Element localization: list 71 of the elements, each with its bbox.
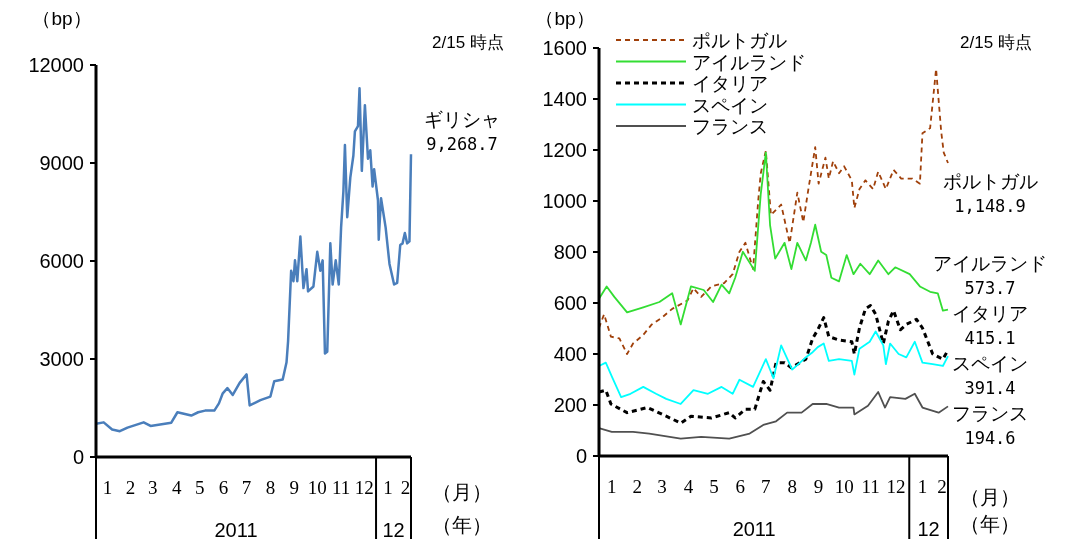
data-label: 1,148.9 — [954, 196, 1026, 217]
text: （月） — [432, 481, 492, 503]
series-label: ギリシャ — [424, 109, 500, 131]
x-tick-label: 12 — [886, 476, 906, 497]
data-label: 573.7 — [964, 277, 1016, 298]
x-tick-label: 6 — [735, 476, 746, 497]
x-tick-label: 4 — [171, 477, 182, 498]
legend-label: ポルトガル — [692, 30, 787, 51]
x-tick-label: 2 — [937, 476, 947, 497]
text: 2011 — [732, 518, 776, 539]
data-label: 9,268.7 — [426, 134, 498, 155]
y-tick-label: 200 — [553, 394, 587, 416]
text: ポルトガル — [942, 171, 1038, 193]
x-tick-label: 7 — [761, 476, 771, 497]
y-tick-label: 400 — [553, 343, 587, 365]
x-tick-label: 5 — [194, 477, 205, 498]
text: アイルランド — [933, 252, 1047, 274]
legend-label: イタリア — [692, 73, 768, 94]
data-label: 391.4 — [964, 377, 1016, 398]
y-tick-label: 800 — [553, 241, 587, 263]
x-tick-label: 9 — [289, 477, 299, 498]
x-tick-label: 8 — [787, 476, 797, 497]
y-axis-title: （bp） — [535, 8, 595, 29]
y-tick-label: 1400 — [542, 88, 587, 110]
y-tick-label: 0 — [72, 446, 84, 468]
x-tick-label: 2 — [400, 477, 411, 498]
x-tick-label: 3 — [657, 476, 667, 497]
text: （月） — [960, 486, 1020, 508]
text: 12 — [917, 518, 940, 539]
text: （年） — [432, 514, 492, 536]
x-tick-label: 11 — [861, 476, 880, 497]
x-tick-label: 2 — [125, 477, 136, 498]
x-tick-label: 6 — [218, 477, 229, 498]
y-tick-label: 9000 — [39, 152, 84, 174]
x-tick-label: 11 — [331, 477, 351, 498]
x-tick-label: 2 — [632, 476, 643, 497]
y-axis-title: （bp） — [32, 8, 92, 29]
y-tick-label: 1200 — [542, 139, 587, 161]
legend-label: アイルランド — [692, 51, 806, 73]
x-tick-label: 10 — [307, 477, 327, 498]
x-tick-label: 12 — [354, 477, 374, 498]
y-tick-label: 1600 — [542, 37, 587, 59]
x-tick-label: 8 — [265, 477, 276, 498]
x-tick-label: 1 — [383, 477, 393, 498]
x-tick-label: 4 — [683, 476, 694, 497]
text: フランス — [952, 402, 1028, 424]
x-tick-label: 1 — [607, 476, 617, 497]
legend-label: スペイン — [692, 94, 768, 116]
text: 2011 — [214, 519, 258, 539]
x-tick-label: 7 — [241, 477, 252, 498]
y-tick-label: 0 — [575, 445, 587, 467]
text: 2/15 時点 — [960, 33, 1032, 52]
x-tick-label: 3 — [148, 477, 158, 498]
x-tick-label: 9 — [813, 476, 824, 497]
text: イタリア — [952, 302, 1028, 324]
y-tick-label: 1000 — [542, 190, 587, 212]
text: 2/15 時点 — [432, 33, 504, 52]
y-tick-label: 12000 — [28, 54, 84, 76]
y-tick-label: 3000 — [39, 348, 84, 370]
x-tick-label: 1 — [102, 477, 113, 498]
x-tick-label: 1 — [917, 476, 928, 497]
data-label: 415.1 — [964, 327, 1016, 348]
y-tick-label: 6000 — [39, 250, 84, 272]
y-tick-label: 600 — [553, 292, 587, 314]
legend-label: フランス — [692, 116, 768, 137]
x-tick-label: 10 — [834, 476, 854, 497]
data-label: 194.6 — [964, 427, 1016, 448]
text: （年） — [960, 513, 1020, 535]
text: 12 — [382, 519, 405, 539]
text: スペイン — [952, 352, 1028, 374]
x-tick-label: 5 — [709, 476, 719, 497]
